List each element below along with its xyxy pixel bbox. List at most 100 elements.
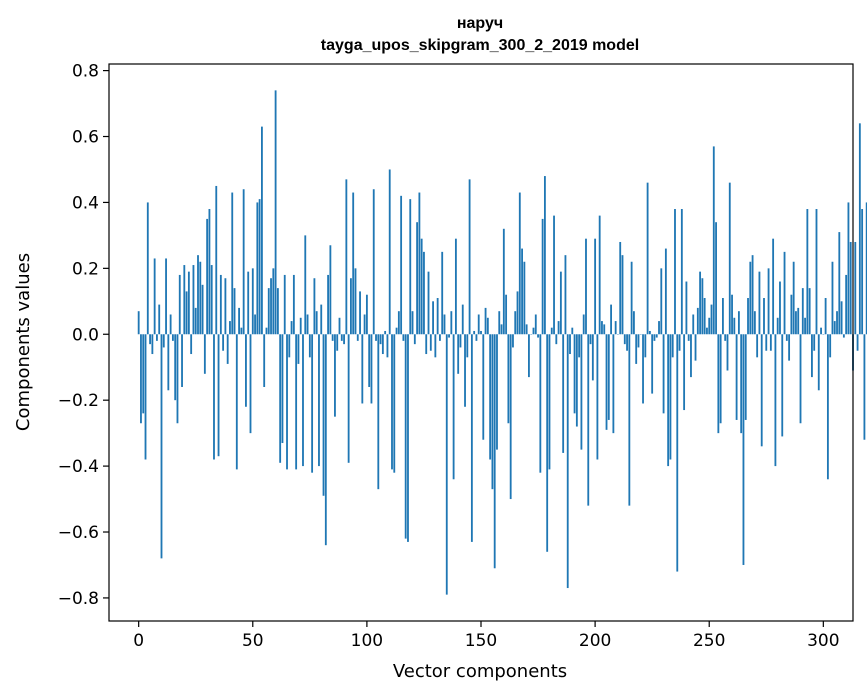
bar-256 [722, 298, 724, 335]
bar-241 [687, 334, 690, 341]
bar-110 [388, 169, 391, 335]
bar-171 [528, 334, 530, 378]
bar-159 [500, 324, 503, 335]
bar-14 [169, 314, 172, 335]
plot-frame [108, 63, 854, 622]
bar-63 [281, 334, 284, 444]
bar-286 [790, 294, 793, 335]
bar-177 [541, 218, 544, 335]
bar-257 [724, 334, 727, 341]
bar-303 [829, 334, 832, 358]
bar-72 [302, 334, 304, 467]
bar-259 [728, 182, 731, 335]
bar-85 [331, 334, 334, 341]
bar-277 [769, 334, 772, 351]
bar-139 [454, 238, 457, 335]
bar-288 [795, 311, 797, 335]
bar-59 [272, 268, 275, 335]
bar-44 [238, 307, 240, 335]
bar-231 [664, 248, 667, 335]
bar-140 [457, 334, 460, 374]
bar-109 [386, 334, 389, 358]
bar-227 [655, 334, 658, 338]
bar-87 [336, 334, 339, 351]
bar-224 [648, 330, 651, 335]
x-tick-label: 150 [465, 631, 497, 651]
bar-237 [678, 334, 681, 351]
bar-215 [628, 334, 631, 506]
bar-206 [607, 334, 610, 420]
bar-118 [407, 334, 409, 542]
bar-167 [518, 192, 521, 335]
bar-36 [219, 274, 222, 335]
bar-50 [251, 268, 254, 335]
bar-248 [703, 298, 706, 335]
bar-74 [306, 314, 309, 335]
x-tick-label: 50 [242, 631, 264, 651]
bar-306 [836, 311, 838, 335]
bar-99 [363, 314, 366, 335]
bar-77 [313, 278, 316, 335]
bar-289 [797, 307, 800, 335]
bar-178 [543, 176, 546, 335]
bar-15 [171, 334, 174, 341]
bar-316 [858, 123, 861, 335]
bar-106 [379, 334, 382, 345]
bar-219 [637, 334, 640, 348]
bar-29 [203, 334, 206, 374]
bar-138 [452, 334, 455, 480]
bar-246 [699, 271, 702, 335]
x-tick-label: 200 [579, 631, 611, 651]
bar-192 [575, 334, 578, 427]
bar-10 [160, 334, 163, 559]
bar-165 [514, 311, 517, 335]
bar-76 [311, 334, 314, 473]
bar-157 [496, 334, 498, 450]
bar-65 [286, 334, 288, 470]
bar-26 [197, 255, 199, 335]
bar-17 [176, 334, 179, 424]
bar-25 [194, 307, 197, 335]
bar-266 [744, 334, 747, 420]
bar-203 [601, 321, 603, 335]
bar-314 [854, 241, 857, 335]
bar-273 [760, 334, 763, 447]
bar-200 [594, 238, 597, 335]
bar-121 [413, 334, 416, 345]
bar-18 [178, 274, 181, 335]
bar-186 [562, 334, 565, 453]
bar-67 [290, 321, 293, 335]
bar-143 [464, 334, 466, 407]
bar-251 [710, 304, 713, 335]
bar-16 [174, 334, 177, 401]
bar-216 [630, 261, 633, 335]
bar-7 [153, 258, 156, 335]
bar-230 [662, 334, 665, 414]
bar-23 [190, 334, 193, 355]
bar-250 [708, 317, 711, 335]
bar-53 [258, 199, 261, 335]
bar-12 [165, 258, 167, 335]
bar-272 [758, 271, 761, 335]
bar-319 [865, 202, 867, 335]
bar-271 [756, 334, 759, 358]
bar-3 [144, 334, 147, 460]
bar-21 [185, 291, 188, 335]
bar-208 [612, 334, 615, 434]
bar-9 [158, 304, 161, 335]
bar-128 [429, 334, 432, 351]
bar-187 [564, 255, 567, 335]
bar-27 [199, 261, 202, 335]
bar-193 [578, 334, 581, 358]
bar-254 [717, 334, 720, 434]
bar-24 [192, 265, 195, 335]
bar-96 [356, 334, 359, 341]
bar-142 [461, 304, 464, 335]
bar-228 [658, 321, 660, 335]
bar-103 [372, 189, 375, 335]
bar-160 [502, 228, 505, 335]
bar-270 [753, 311, 756, 335]
bar-117 [404, 334, 407, 539]
bar-88 [338, 317, 341, 335]
bar-75 [308, 334, 311, 358]
